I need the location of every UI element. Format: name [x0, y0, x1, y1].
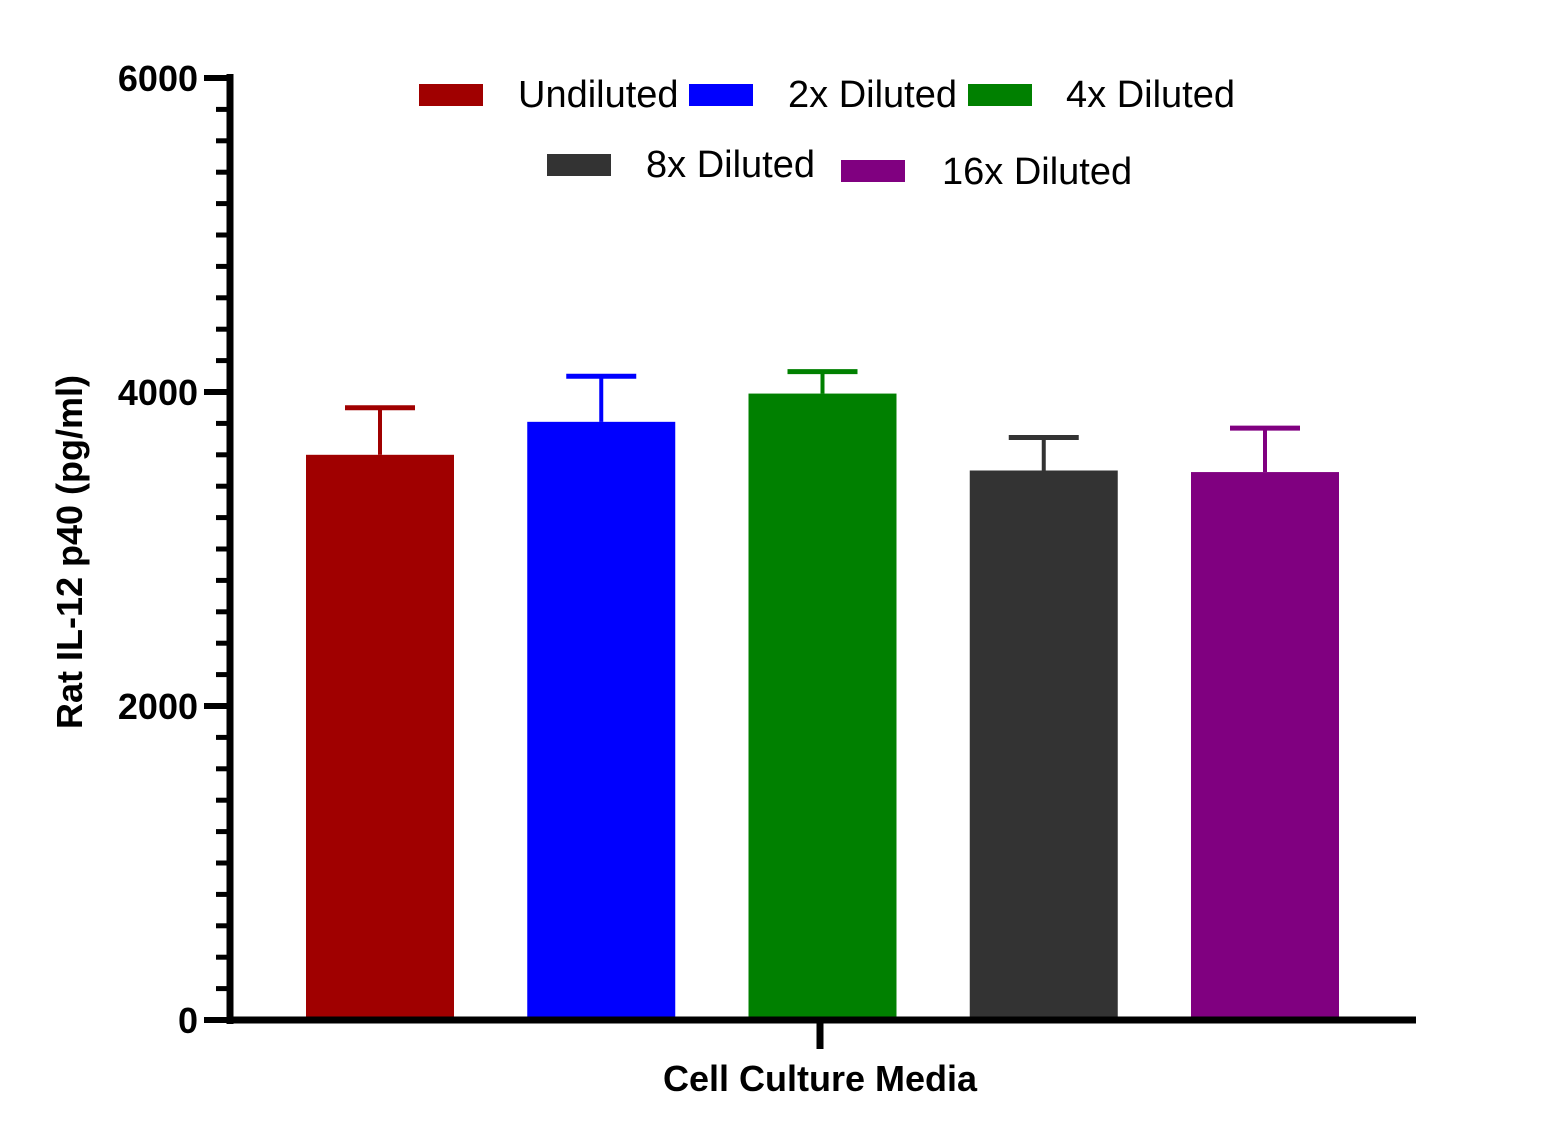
- legend-label-16x-diluted: 16x Diluted: [942, 151, 1132, 193]
- bar-16x-diluted: [1191, 472, 1339, 1020]
- y-tick-label: 4000: [118, 372, 198, 413]
- legend-swatch-4x-diluted: [968, 84, 1032, 106]
- legend-label-undiluted: Undiluted: [518, 74, 679, 116]
- bar-undiluted: [306, 454, 454, 1020]
- x-axis-title: Cell Culture Media: [663, 1058, 978, 1099]
- legend-label-4x-diluted: 4x Diluted: [1066, 74, 1235, 116]
- axes-group: 0 2000 4000 6000: [118, 58, 1416, 1049]
- bar-2x-diluted: [527, 421, 676, 1021]
- y-axis-title: Rat IL-12 p40 (pg/ml): [49, 375, 90, 729]
- legend-label-2x-diluted: 2x Diluted: [788, 74, 957, 116]
- bar-8x-diluted: [969, 470, 1118, 1020]
- legend-swatch-16x-diluted: [841, 160, 905, 182]
- legend: Undiluted 2x Diluted 4x Diluted 8x Diluted 1…: [419, 74, 1235, 193]
- legend-swatch-8x-diluted: [547, 154, 611, 176]
- y-tick-label: 6000: [118, 58, 198, 99]
- y-tick-label: 0: [178, 1000, 198, 1041]
- legend-label-8x-diluted: 8x Diluted: [646, 144, 815, 186]
- y-tick-label: 2000: [118, 686, 198, 727]
- bars-group: [306, 369, 1339, 1021]
- legend-swatch-undiluted: [419, 84, 483, 106]
- bar-4x-diluted: [748, 393, 897, 1020]
- legend-swatch-2x-diluted: [689, 84, 753, 106]
